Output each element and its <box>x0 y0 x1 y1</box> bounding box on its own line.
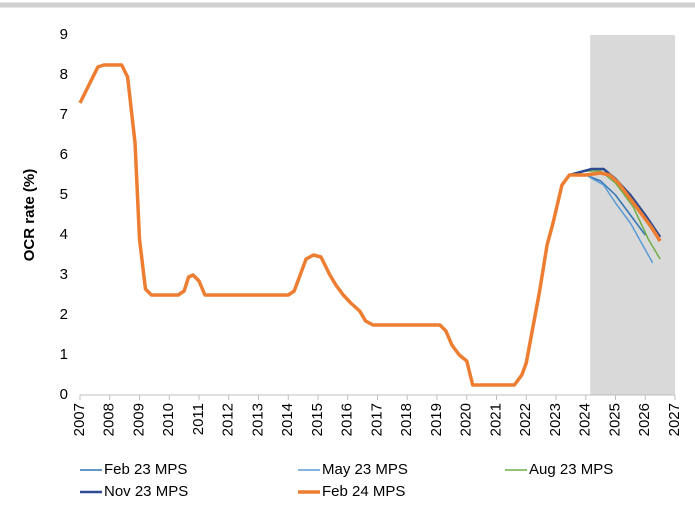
y-axis-label: OCR rate (%) <box>21 169 38 262</box>
x-tick-label: 2007 <box>71 403 88 436</box>
x-tick-label: 2008 <box>101 403 118 436</box>
y-tick-label: 7 <box>60 106 68 123</box>
y-tick-label: 1 <box>60 346 68 363</box>
y-tick-label: 0 <box>60 386 68 403</box>
x-tick-label: 2011 <box>190 403 207 435</box>
x-tick-label: 2027 <box>666 403 683 436</box>
x-tick-label: 2024 <box>577 403 594 436</box>
x-tick-label: 2023 <box>547 403 564 436</box>
y-tick-label: 4 <box>60 226 68 243</box>
legend-label: May 23 MPS <box>322 461 408 478</box>
series-line <box>78 63 662 387</box>
y-tick-label: 5 <box>60 186 68 203</box>
legend-label: Feb 23 MPS <box>104 461 187 478</box>
x-tick-label: 2021 <box>487 403 504 436</box>
legend-label: Nov 23 MPS <box>104 483 188 500</box>
y-tick-label: 9 <box>60 26 68 43</box>
x-tick-label: 2014 <box>279 403 296 436</box>
y-tick-label: 3 <box>60 266 68 283</box>
y-tick-label: 8 <box>60 66 68 83</box>
y-tick-label: 6 <box>60 146 68 163</box>
x-tick-label: 2025 <box>606 403 623 436</box>
x-tick-label: 2017 <box>368 403 385 436</box>
x-tick-label: 2013 <box>249 403 266 436</box>
x-tick-label: 2009 <box>130 403 147 436</box>
legend-label: Aug 23 MPS <box>529 461 613 478</box>
x-tick-label: 2010 <box>160 403 177 436</box>
x-tick-label: 2015 <box>309 403 326 436</box>
x-tick-label: 2020 <box>458 403 475 436</box>
x-tick-label: 2012 <box>220 403 237 436</box>
x-tick-label: 2016 <box>339 403 356 436</box>
x-tick-label: 2026 <box>636 403 653 436</box>
x-tick-label: 2022 <box>517 403 534 436</box>
legend-label: Feb 24 MPS <box>322 483 405 500</box>
x-tick-label: 2018 <box>398 403 415 436</box>
forecast-shade <box>590 35 675 395</box>
x-tick-label: 2019 <box>428 403 445 436</box>
y-tick-label: 2 <box>60 306 68 323</box>
